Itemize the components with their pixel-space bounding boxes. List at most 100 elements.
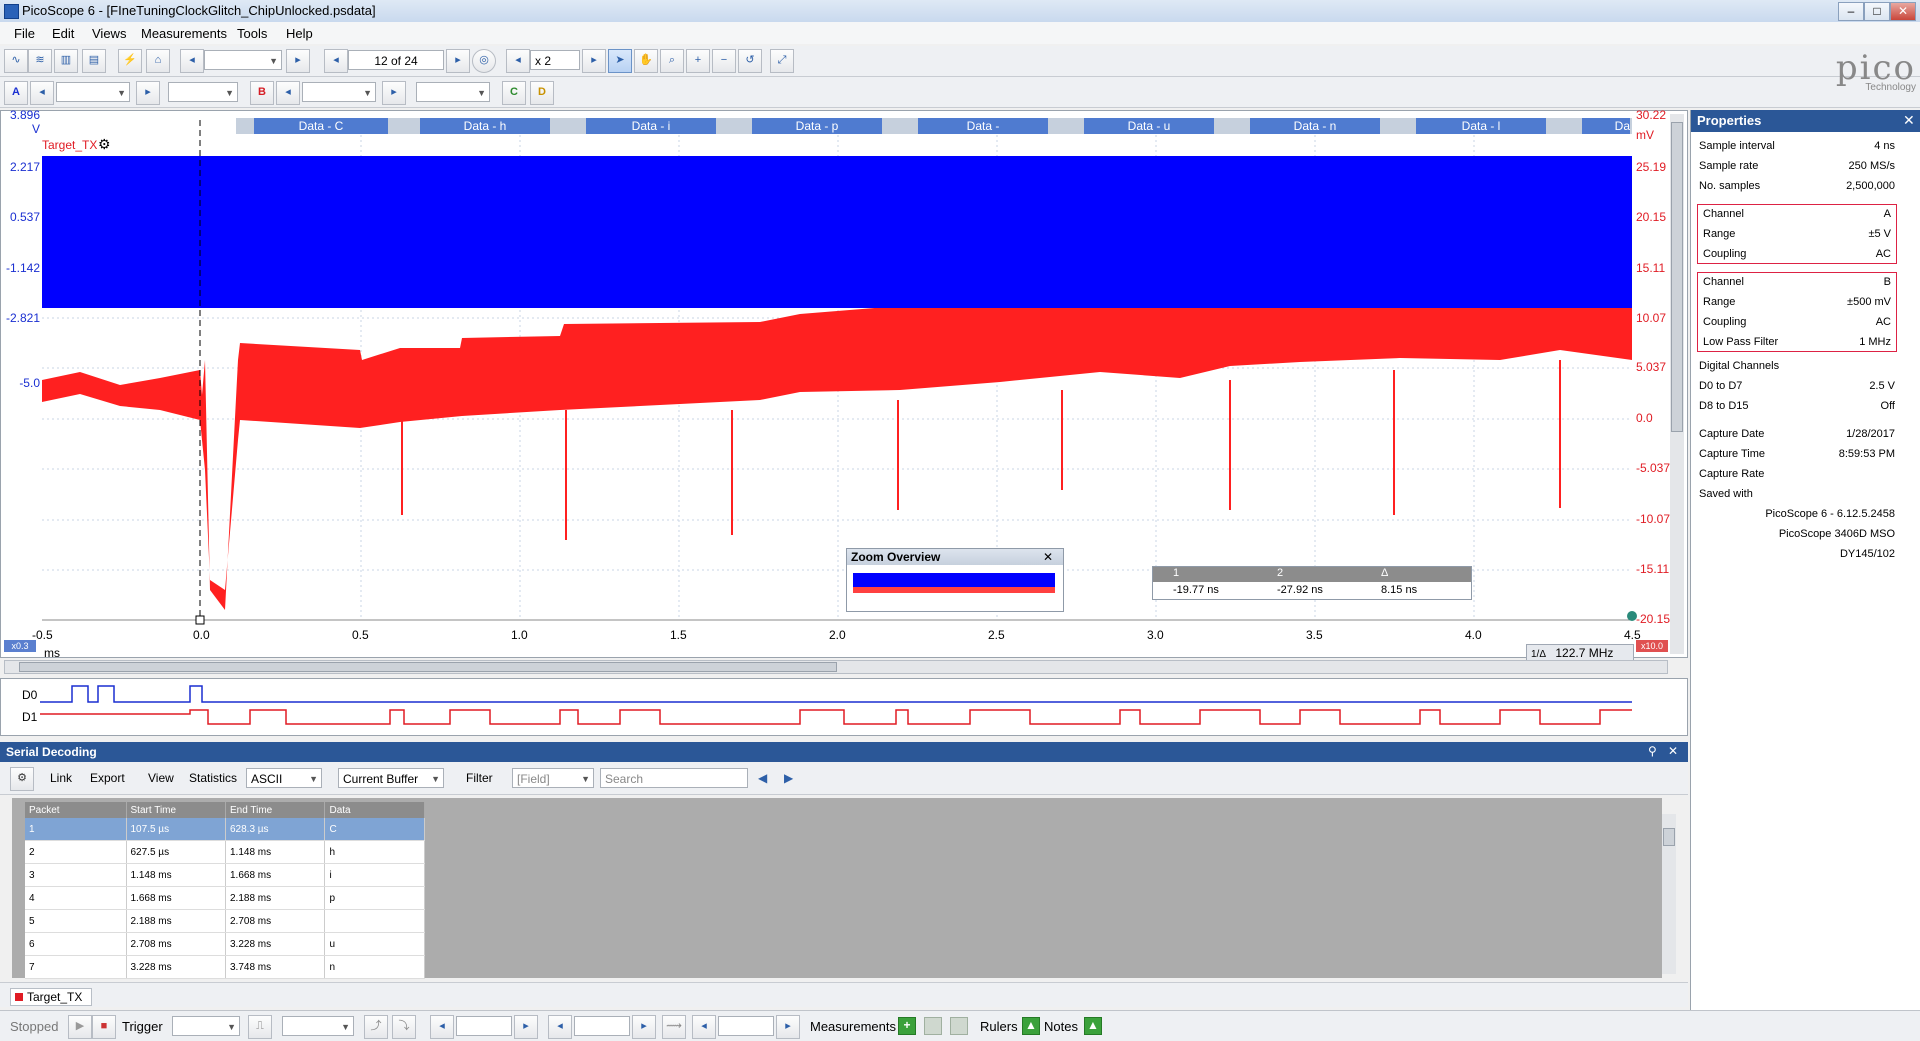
- table-row[interactable]: 5 2.188 ms 2.708 ms: [25, 909, 425, 933]
- table-row[interactable]: 6 2.708 ms 3.228 ms u: [25, 932, 425, 956]
- delay-icon[interactable]: ⟿: [662, 1015, 686, 1039]
- menu-tools[interactable]: Tools: [237, 26, 268, 41]
- export-button[interactable]: Export: [90, 771, 125, 785]
- scope-mode-icon[interactable]: ∿: [4, 49, 28, 73]
- table-scrollbar[interactable]: [1662, 814, 1676, 974]
- format-select[interactable]: ASCII ▼: [246, 768, 322, 788]
- edit-measurement-icon[interactable]: [924, 1017, 942, 1035]
- field-select[interactable]: [Field] ▼: [512, 768, 594, 788]
- delay-prev[interactable]: ◂: [692, 1015, 716, 1039]
- zoom-in-icon[interactable]: +: [686, 49, 710, 73]
- table-row[interactable]: 2 627.5 µs 1.148 ms h: [25, 840, 425, 864]
- channel-a-next[interactable]: ▸: [136, 81, 160, 105]
- channel-b-button[interactable]: B: [250, 81, 274, 105]
- scope-vscrollbar[interactable]: [1670, 114, 1684, 654]
- home-icon[interactable]: ⌂: [146, 49, 170, 73]
- close-icon[interactable]: ✕: [1668, 744, 1679, 758]
- menu-file[interactable]: File: [14, 26, 35, 41]
- statistics-button[interactable]: Statistics: [189, 771, 238, 785]
- pin-icon[interactable]: ⚲: [1648, 744, 1657, 758]
- pointer-tool-icon[interactable]: ➤: [608, 49, 632, 73]
- decode-segment[interactable]: Data - p: [752, 118, 882, 134]
- link-button[interactable]: Link: [50, 771, 73, 785]
- timebase-select[interactable]: ▼: [204, 50, 282, 70]
- channel-a-prev[interactable]: ◂: [30, 81, 54, 105]
- decode-segment[interactable]: Data -: [918, 118, 1048, 134]
- minimize-button[interactable]: –: [1838, 2, 1864, 21]
- next-icon[interactable]: ▸: [286, 49, 310, 73]
- close-icon[interactable]: ✕: [1043, 550, 1054, 564]
- stop-icon[interactable]: ■: [92, 1015, 116, 1039]
- col-packet[interactable]: Packet: [25, 802, 127, 818]
- settings-gear-icon[interactable]: ⚙: [10, 767, 34, 791]
- buffer-navigator[interactable]: 12 of 24: [348, 50, 444, 70]
- menu-help[interactable]: Help: [286, 26, 313, 41]
- channel-c-button[interactable]: C: [502, 81, 526, 105]
- zoom-area-icon[interactable]: ⌕: [660, 49, 684, 73]
- trigger-mode-select[interactable]: ▼: [172, 1016, 240, 1036]
- close-icon[interactable]: ✕: [1903, 112, 1915, 128]
- zoom-to-fit-icon[interactable]: ⤢: [770, 49, 794, 73]
- add-measurement-icon[interactable]: +: [898, 1017, 916, 1035]
- prev-icon[interactable]: ◂: [180, 49, 204, 73]
- table-row[interactable]: 1 107.5 µs 628.3 µs C: [25, 818, 425, 841]
- pretrigger-prev[interactable]: ◂: [548, 1015, 572, 1039]
- search-next-icon[interactable]: ▶: [784, 771, 794, 785]
- channel-a-button[interactable]: A: [4, 81, 28, 105]
- trigger-source-select[interactable]: ▼: [282, 1016, 354, 1036]
- pretrigger-input[interactable]: [574, 1016, 630, 1036]
- channel-b-prev[interactable]: ◂: [276, 81, 300, 105]
- view-button[interactable]: View: [148, 771, 174, 785]
- delete-measurement-icon[interactable]: [950, 1017, 968, 1035]
- decode-segment[interactable]: Data - i: [586, 118, 716, 134]
- table-row[interactable]: 7 3.228 ms 3.748 ms n: [25, 955, 425, 979]
- delay-input[interactable]: [718, 1016, 774, 1036]
- run-icon[interactable]: ▶: [68, 1015, 92, 1039]
- filter-button[interactable]: Filter: [466, 771, 493, 785]
- rising-edge-icon[interactable]: ⤴: [364, 1015, 388, 1039]
- zoom-prev-button[interactable]: ◂: [506, 49, 530, 73]
- menu-views[interactable]: Views: [92, 26, 127, 41]
- trigger-edge-icon[interactable]: ⎍: [248, 1015, 272, 1039]
- falling-edge-icon[interactable]: ⤵: [392, 1015, 416, 1039]
- tab-target-tx[interactable]: Target_TX: [10, 988, 92, 1006]
- buffer-prev-button[interactable]: ◂: [324, 49, 348, 73]
- col-data[interactable]: Data: [324, 802, 425, 818]
- zoom-select[interactable]: x 2: [530, 50, 580, 70]
- pretrigger-next[interactable]: ▸: [632, 1015, 656, 1039]
- menu-measurements[interactable]: Measurements: [141, 26, 227, 41]
- threshold-input[interactable]: [456, 1016, 512, 1036]
- channel-a-coupling[interactable]: ▼: [168, 82, 238, 102]
- menu-edit[interactable]: Edit: [52, 26, 75, 41]
- channel-d-button[interactable]: D: [530, 81, 554, 105]
- zoom-overview[interactable]: Zoom Overview ✕: [846, 548, 1064, 612]
- undo-zoom-icon[interactable]: ↺: [738, 49, 762, 73]
- channel-b-next[interactable]: ▸: [382, 81, 406, 105]
- zoom-next-button[interactable]: ▸: [582, 49, 606, 73]
- decode-segment[interactable]: Data - l: [1416, 118, 1546, 134]
- probe-icon[interactable]: ⚡: [118, 49, 142, 73]
- close-button[interactable]: ✕: [1890, 2, 1916, 21]
- delay-next[interactable]: ▸: [776, 1015, 800, 1039]
- maximize-button[interactable]: □: [1864, 2, 1890, 21]
- buffer-select[interactable]: Current Buffer ▼: [338, 768, 444, 788]
- search-prev-icon[interactable]: ◀: [758, 771, 768, 785]
- threshold-prev[interactable]: ◂: [430, 1015, 454, 1039]
- table-row[interactable]: 4 1.668 ms 2.188 ms p: [25, 886, 425, 910]
- decode-segment[interactable]: Data - h: [420, 118, 550, 134]
- channel-b-range[interactable]: ▼: [302, 82, 376, 102]
- gear-icon[interactable]: ⚙: [98, 136, 111, 152]
- threshold-next[interactable]: ▸: [514, 1015, 538, 1039]
- buffer-next-button[interactable]: ▸: [446, 49, 470, 73]
- table-row[interactable]: 3 1.148 ms 1.668 ms i: [25, 863, 425, 887]
- right-scale-badge[interactable]: x10.0: [1636, 640, 1668, 652]
- persistence-mode-icon[interactable]: ≋: [28, 49, 52, 73]
- hand-tool-icon[interactable]: ✋: [634, 49, 658, 73]
- zoom-out-icon[interactable]: −: [712, 49, 736, 73]
- rulers-icon[interactable]: ▲: [1022, 1017, 1040, 1035]
- channel-b-coupling[interactable]: ▼: [416, 82, 490, 102]
- decode-segment[interactable]: Data - n: [1250, 118, 1380, 134]
- decode-segment[interactable]: Data - C: [254, 118, 388, 134]
- mixed-mode-icon[interactable]: ▤: [82, 49, 106, 73]
- buffer-overview-icon[interactable]: ◎: [472, 49, 496, 73]
